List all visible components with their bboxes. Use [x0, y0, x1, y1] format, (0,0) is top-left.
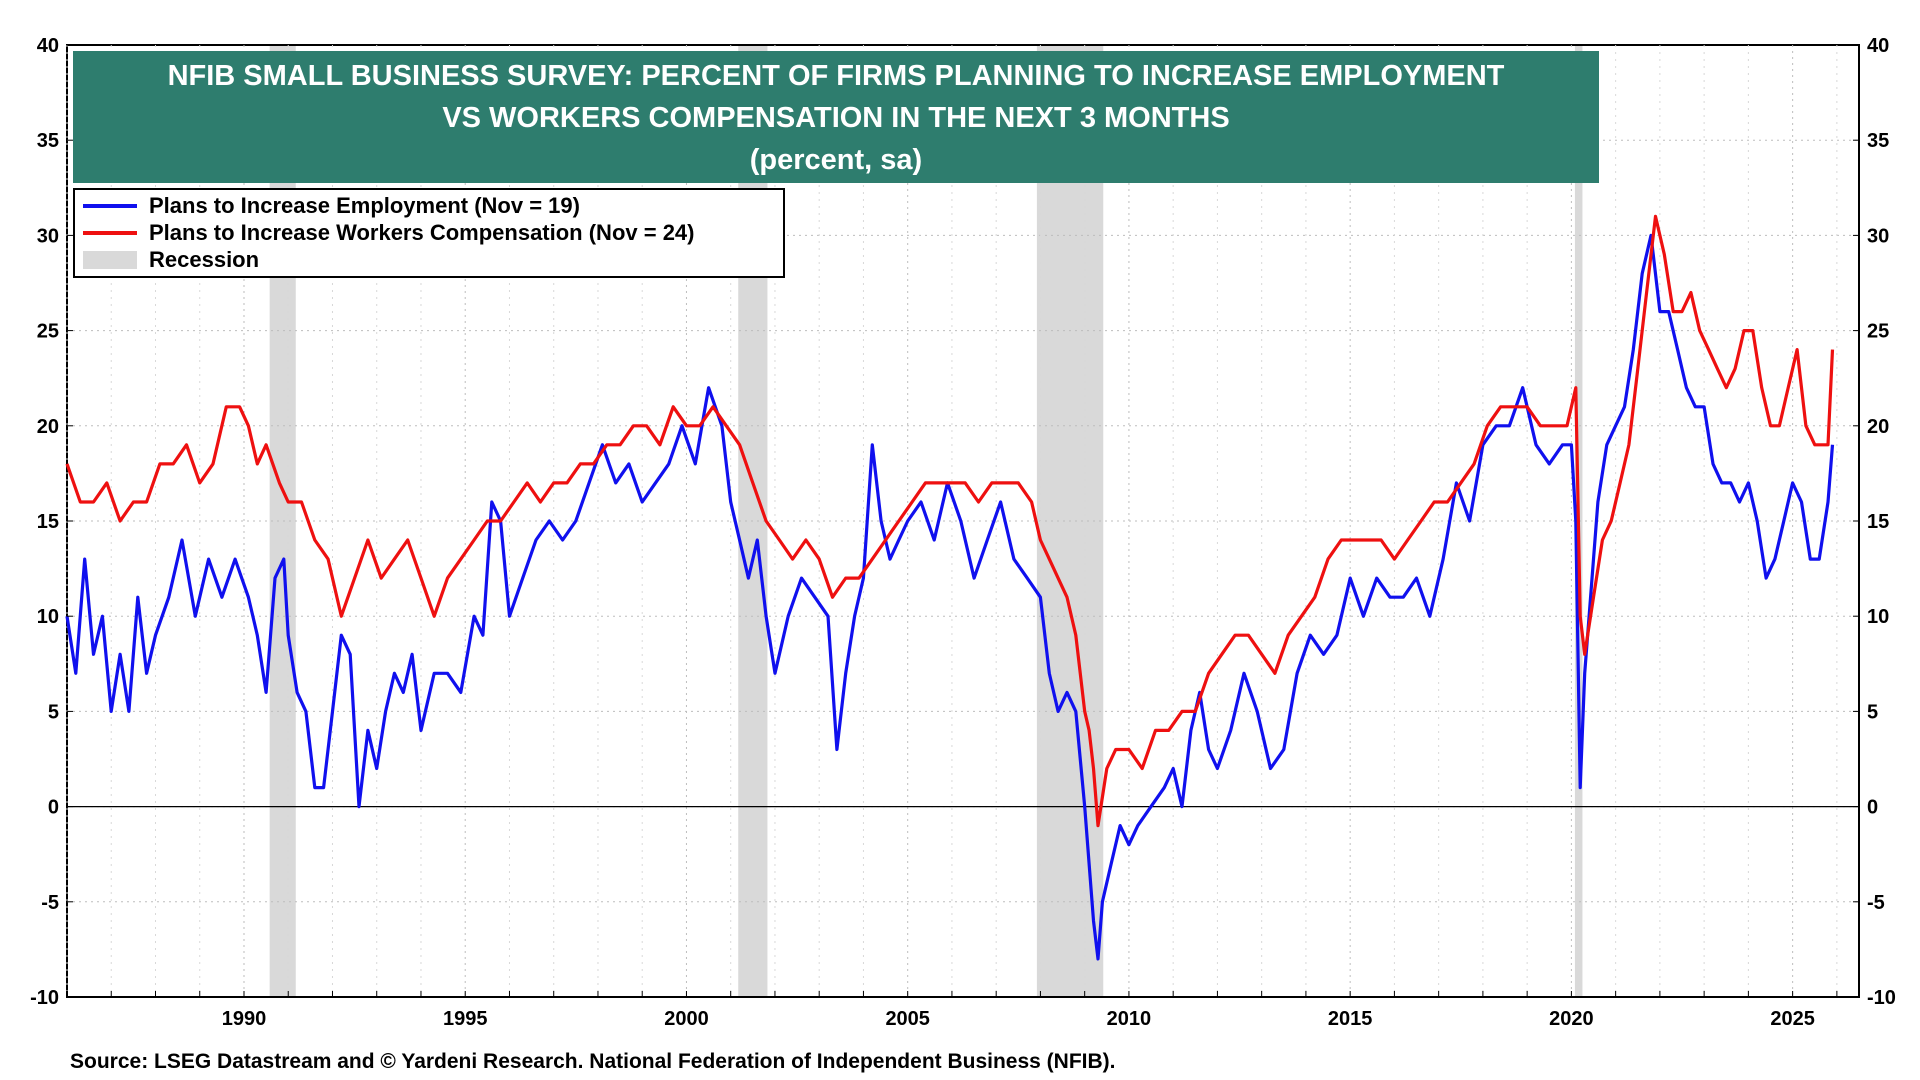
y-tick-label-left: 25: [37, 321, 59, 343]
series-line-compensation: [65, 214, 1835, 828]
legend-swatch-compensation: [83, 231, 137, 235]
y-tick-label-left: -5: [41, 892, 59, 914]
y-tick-label-left: 5: [48, 701, 59, 723]
y-tick-label-left: 40: [37, 35, 59, 57]
y-tick-label-left: -10: [30, 987, 59, 1009]
y-tick-label-left: 10: [37, 606, 59, 628]
y-tick-label-right: -5: [1867, 892, 1885, 914]
y-tick-label-right: 0: [1867, 797, 1878, 819]
y-tick-label-left: 20: [37, 416, 59, 438]
chart-title-line-1: NFIB SMALL BUSINESS SURVEY: PERCENT OF F…: [167, 60, 1505, 92]
y-tick-label-right: 15: [1867, 511, 1889, 533]
x-tick-label: 2020: [1549, 1008, 1594, 1030]
y-tick-label-left: 30: [37, 225, 59, 247]
legend-item-employment: Plans to Increase Employment (Nov = 19): [83, 193, 580, 219]
y-tick-label-right: 25: [1867, 321, 1889, 343]
legend-swatch-recession: [83, 251, 137, 269]
series-lines: [65, 214, 1835, 961]
source-note: Source: LSEG Datastream and © Yardeni Re…: [70, 1050, 1116, 1073]
legend-item-compensation: Plans to Increase Workers Compensation (…: [83, 220, 695, 246]
chart-title-line-3: (percent, sa): [749, 144, 923, 176]
y-tick-label-right: 30: [1867, 225, 1889, 247]
y-tick-label-right: -10: [1867, 987, 1896, 1009]
y-tick-label-right: 35: [1867, 130, 1889, 152]
x-tick-label: 2010: [1107, 1008, 1152, 1030]
y-tick-label-right: 10: [1867, 606, 1889, 628]
y-tick-label-left: 0: [48, 797, 59, 819]
legend-item-recession: Recession: [83, 247, 259, 273]
x-tick-label: 1990: [222, 1008, 267, 1030]
legend-swatch-employment: [83, 204, 137, 208]
legend-label-recession: Recession: [149, 247, 260, 272]
x-tick-label: 1995: [443, 1008, 488, 1030]
legend: Plans to Increase Employment (Nov = 19) …: [73, 188, 785, 278]
chart-title-line-2: VS WORKERS COMPENSATION IN THE NEXT 3 MO…: [442, 102, 1230, 134]
y-tick-label-right: 5: [1867, 701, 1878, 723]
y-tick-label-left: 35: [37, 130, 59, 152]
legend-label-employment: Plans to Increase Employment (Nov = 19): [149, 193, 580, 218]
x-tick-label: 2005: [885, 1008, 930, 1030]
x-tick-label: 2000: [664, 1008, 709, 1030]
x-tick-label: 2025: [1770, 1008, 1815, 1030]
y-tick-label-left: 15: [37, 511, 59, 533]
y-tick-label-right: 20: [1867, 416, 1889, 438]
legend-label-compensation: Plans to Increase Workers Compensation (…: [149, 220, 695, 245]
x-tick-label: 2015: [1328, 1008, 1373, 1030]
y-tick-label-right: 40: [1867, 35, 1889, 57]
chart-title-banner: NFIB SMALL BUSINESS SURVEY: PERCENT OF F…: [73, 51, 1599, 183]
